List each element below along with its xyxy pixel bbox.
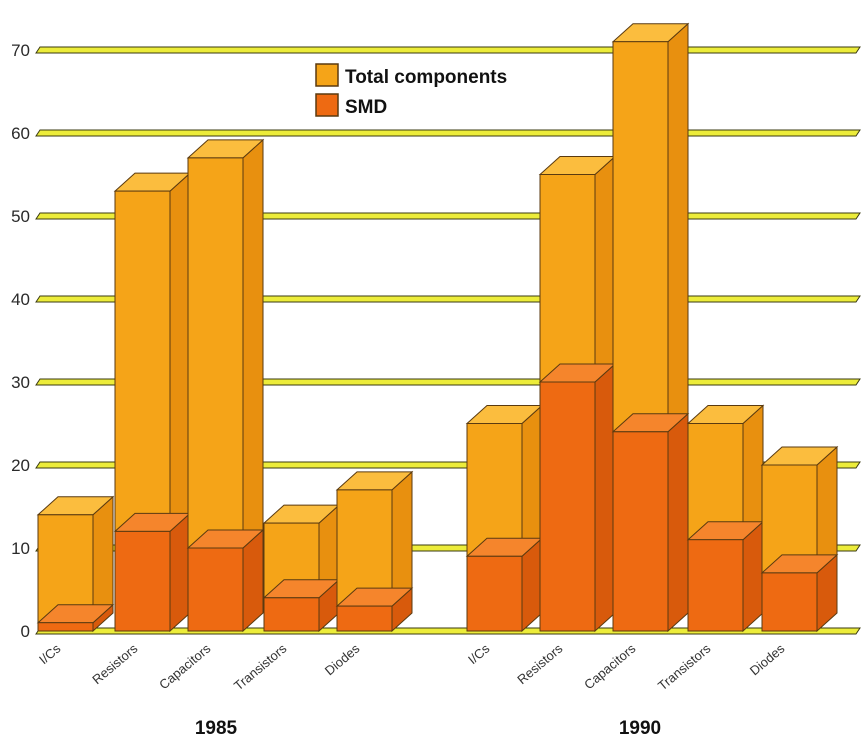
- legend-label-total: Total components: [345, 67, 507, 88]
- legend-label-smd: SMD: [345, 97, 387, 118]
- bar-smd-1990-0: [465, 537, 544, 633]
- bar-total-1990-1: [538, 155, 617, 384]
- bar-smd-1985-3: [262, 578, 341, 633]
- bar-total-1990-2: [611, 22, 690, 433]
- y-tick-label: 0: [21, 622, 30, 641]
- y-tick-label: 50: [11, 207, 30, 226]
- category-label: Transistors: [655, 640, 714, 693]
- legend-swatch-total: [315, 63, 339, 87]
- bar-total-1990-3: [686, 404, 765, 541]
- bar-total-1990-4: [760, 445, 839, 575]
- bar-total-1985-1: [113, 171, 192, 533]
- legend: Total components SMD: [315, 63, 507, 118]
- category-label: Diodes: [747, 640, 788, 678]
- legend-swatch-smd: [315, 93, 339, 117]
- bar-smd-1985-4: [335, 586, 414, 633]
- y-tick-label: 20: [11, 456, 30, 475]
- gridline: [35, 46, 861, 54]
- bar-smd-1985-2: [186, 528, 265, 633]
- y-tick-label: 40: [11, 290, 30, 309]
- bar-smd-1990-4: [760, 553, 839, 633]
- bar-smd-1985-0: [36, 603, 115, 633]
- category-label: Transistors: [231, 640, 290, 693]
- category-label: Resistors: [89, 640, 141, 687]
- y-tick-label: 60: [11, 124, 30, 143]
- bar-smd-1990-2: [611, 412, 690, 633]
- category-label: I/Cs: [465, 640, 493, 667]
- bar-smd-1990-1: [538, 362, 617, 633]
- group-label: 1990: [619, 718, 661, 739]
- group-label: 1985: [195, 718, 238, 739]
- y-axis-ticks: 0 10 20 30 40 50 60 70: [11, 41, 30, 641]
- bar-total-1985-2: [186, 138, 265, 550]
- gridline: [35, 129, 861, 137]
- category-label: Diodes: [322, 640, 363, 678]
- y-tick-label: 70: [11, 41, 30, 60]
- category-label: Resistors: [514, 640, 566, 687]
- y-tick-label: 30: [11, 373, 30, 392]
- y-tick-label: 10: [11, 539, 30, 558]
- bar-total-1985-0: [36, 495, 115, 624]
- category-labels: I/Cs Resistors Capacitors Transistors Diodes…: [36, 640, 788, 739]
- bar-total-1985-4: [335, 470, 414, 608]
- category-label: I/Cs: [36, 640, 64, 667]
- category-label: Capacitors: [156, 640, 214, 692]
- bars: [36, 22, 839, 633]
- bar-smd-1985-1: [113, 512, 192, 633]
- bar-total-1990-0: [465, 404, 544, 558]
- category-label: Capacitors: [581, 640, 639, 692]
- bar-smd-1990-3: [686, 520, 765, 633]
